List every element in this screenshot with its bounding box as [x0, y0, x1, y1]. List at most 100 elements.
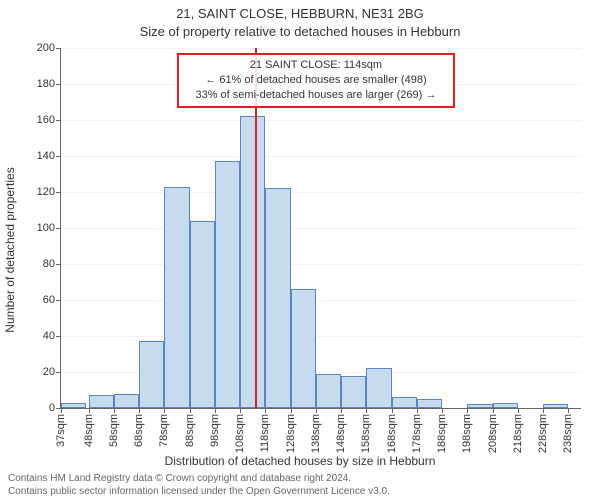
grid-line — [61, 156, 581, 157]
footer-line-1: Contains HM Land Registry data © Crown c… — [8, 473, 390, 486]
histogram-bar — [164, 187, 189, 408]
y-tick-mark — [56, 228, 61, 229]
histogram-bar — [240, 116, 265, 408]
footer-line-2: Contains public sector information licen… — [8, 486, 390, 499]
y-tick-mark — [56, 300, 61, 301]
x-tick-label: 178sqm — [411, 414, 423, 453]
grid-line — [61, 264, 581, 265]
x-tick-mark — [392, 408, 393, 413]
annotation-line: 33% of semi-detached houses are larger (… — [187, 88, 445, 103]
histogram-bar — [61, 403, 86, 408]
x-tick-mark — [89, 408, 90, 413]
x-tick-mark — [164, 408, 165, 413]
x-tick-mark — [341, 408, 342, 413]
x-tick-mark — [265, 408, 266, 413]
y-tick-label: 120 — [37, 186, 55, 198]
y-tick-label: 80 — [43, 258, 55, 270]
x-tick-mark — [442, 408, 443, 413]
y-tick-mark — [56, 264, 61, 265]
x-tick-label: 68sqm — [133, 414, 145, 447]
x-tick-label: 198sqm — [461, 414, 473, 453]
histogram-bar — [265, 188, 290, 408]
grid-line — [61, 228, 581, 229]
y-tick-label: 160 — [37, 114, 55, 126]
histogram-bar — [341, 376, 366, 408]
x-tick-mark — [215, 408, 216, 413]
page-title-address: 21, SAINT CLOSE, HEBBURN, NE31 2BG — [0, 6, 600, 21]
x-tick-mark — [493, 408, 494, 413]
grid-line — [61, 300, 581, 301]
page: 21, SAINT CLOSE, HEBBURN, NE31 2BG Size … — [0, 0, 600, 500]
histogram-bar — [215, 161, 240, 408]
histogram-bar — [139, 341, 164, 408]
x-tick-mark — [417, 408, 418, 413]
page-title-description: Size of property relative to detached ho… — [0, 24, 600, 39]
y-tick-label: 140 — [37, 150, 55, 162]
x-tick-label: 58sqm — [108, 414, 120, 447]
x-tick-label: 148sqm — [335, 414, 347, 453]
histogram-bar — [89, 395, 114, 408]
x-tick-label: 228sqm — [537, 414, 549, 453]
x-tick-label: 78sqm — [158, 414, 170, 447]
x-tick-mark — [568, 408, 569, 413]
x-tick-label: 208sqm — [487, 414, 499, 453]
x-tick-label: 188sqm — [436, 414, 448, 453]
x-tick-mark — [366, 408, 367, 413]
x-tick-mark — [190, 408, 191, 413]
y-tick-label: 200 — [37, 42, 55, 54]
y-tick-mark — [56, 156, 61, 157]
x-tick-label: 48sqm — [83, 414, 95, 447]
x-tick-mark — [291, 408, 292, 413]
x-tick-mark — [467, 408, 468, 413]
x-tick-label: 218sqm — [512, 414, 524, 453]
x-tick-label: 88sqm — [184, 414, 196, 447]
histogram-bar — [543, 404, 568, 408]
y-axis-label: Number of detached properties — [3, 167, 17, 332]
histogram-chart: 02040608010012014016018020037sqm48sqm58s… — [60, 48, 581, 409]
x-tick-mark — [518, 408, 519, 413]
footer-attribution: Contains HM Land Registry data © Crown c… — [8, 473, 390, 498]
grid-line — [61, 48, 581, 49]
y-tick-label: 40 — [43, 330, 55, 342]
annotation-line: 21 SAINT CLOSE: 114sqm — [187, 58, 445, 73]
histogram-bar — [392, 397, 417, 408]
y-tick-mark — [56, 84, 61, 85]
x-tick-label: 168sqm — [386, 414, 398, 453]
histogram-bar — [493, 403, 518, 408]
y-tick-label: 0 — [49, 402, 55, 414]
histogram-bar — [467, 404, 492, 408]
x-tick-label: 138sqm — [310, 414, 322, 453]
grid-line — [61, 192, 581, 193]
y-tick-label: 100 — [37, 222, 55, 234]
annotation-line: ← 61% of detached houses are smaller (49… — [187, 73, 445, 88]
y-tick-mark — [56, 336, 61, 337]
histogram-bar — [291, 289, 316, 408]
x-tick-label: 158sqm — [360, 414, 372, 453]
histogram-bar — [114, 394, 139, 408]
histogram-bar — [190, 221, 215, 408]
x-tick-mark — [114, 408, 115, 413]
y-tick-mark — [56, 192, 61, 193]
x-tick-label: 128sqm — [285, 414, 297, 453]
x-tick-label: 118sqm — [259, 414, 271, 452]
x-tick-label: 108sqm — [234, 414, 246, 453]
x-tick-mark — [61, 408, 62, 413]
annotation-box: 21 SAINT CLOSE: 114sqm← 61% of detached … — [177, 53, 455, 108]
x-tick-label: 238sqm — [562, 414, 574, 453]
y-tick-label: 180 — [37, 78, 55, 90]
y-tick-label: 60 — [43, 294, 55, 306]
y-tick-label: 20 — [43, 366, 55, 378]
y-tick-mark — [56, 120, 61, 121]
x-tick-mark — [543, 408, 544, 413]
x-tick-label: 37sqm — [55, 414, 67, 447]
x-tick-mark — [316, 408, 317, 413]
x-tick-mark — [139, 408, 140, 413]
grid-line — [61, 336, 581, 337]
x-axis-label: Distribution of detached houses by size … — [0, 454, 600, 468]
histogram-bar — [316, 374, 341, 408]
histogram-bar — [366, 368, 391, 408]
grid-line — [61, 120, 581, 121]
x-tick-label: 98sqm — [209, 414, 221, 447]
y-tick-mark — [56, 48, 61, 49]
x-tick-mark — [240, 408, 241, 413]
